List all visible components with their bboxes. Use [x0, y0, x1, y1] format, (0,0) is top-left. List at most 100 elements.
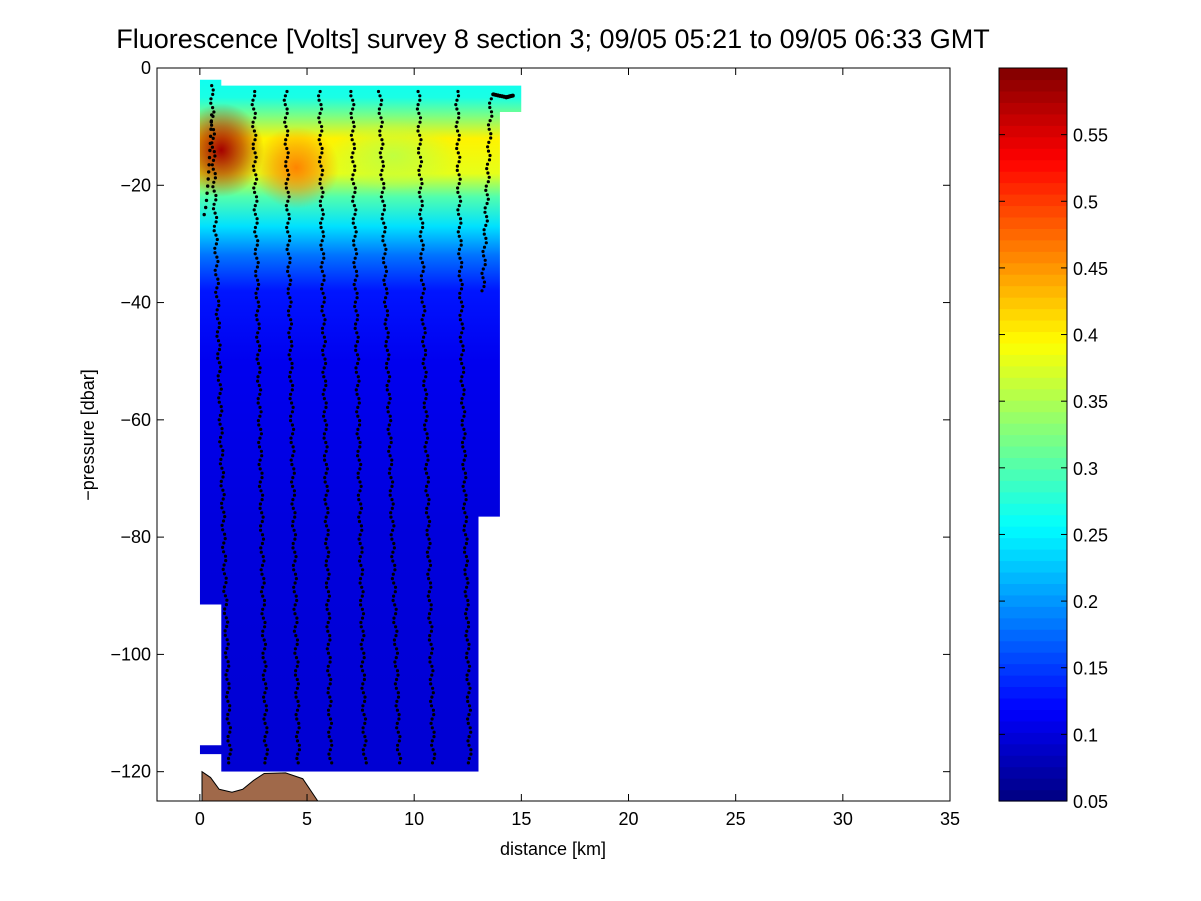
cast-point: [381, 212, 385, 216]
cast-point: [420, 239, 424, 243]
cast-point: [293, 537, 297, 541]
cast-point: [291, 454, 295, 458]
cast-point: [286, 309, 291, 313]
cast-point: [214, 198, 218, 202]
cast-point: [351, 173, 355, 177]
cast-point: [253, 204, 257, 208]
colorbar-step: [999, 68, 1067, 81]
cast-point: [358, 423, 362, 427]
cast-point: [254, 234, 258, 238]
cast-point: [459, 357, 463, 361]
cast-point: [377, 107, 381, 111]
cast-point: [323, 498, 327, 502]
cast-point: [322, 274, 326, 278]
cast-point: [291, 476, 295, 480]
cast-point: [430, 717, 434, 721]
cast-point: [257, 282, 261, 287]
cast-point: [418, 142, 422, 146]
cast-point: [217, 325, 221, 330]
cast-point: [379, 195, 383, 199]
cast-point: [460, 383, 465, 388]
cast-point: [384, 247, 388, 251]
cast-point: [288, 234, 292, 238]
cast-point: [318, 177, 322, 181]
cast-point: [461, 304, 465, 309]
cast-point: [256, 261, 260, 265]
cast-point: [260, 471, 264, 475]
cast-point: [359, 598, 363, 603]
cast-point: [362, 634, 366, 638]
cast-point: [219, 484, 223, 488]
cast-point: [218, 462, 222, 466]
cast-point: [260, 454, 264, 458]
cast-point: [416, 89, 420, 94]
colorbar-step: [999, 503, 1067, 516]
cast-point: [353, 186, 357, 190]
cast-point: [486, 149, 491, 153]
cast-point: [419, 186, 423, 190]
cast-point: [422, 335, 426, 339]
cast-point: [288, 348, 292, 352]
cast-point: [255, 357, 259, 361]
cast-point: [221, 453, 225, 457]
cast-point: [356, 493, 360, 497]
cast-point: [324, 493, 328, 497]
cast-point: [378, 129, 382, 133]
cast-point: [422, 344, 426, 348]
cast-point: [288, 304, 292, 309]
cast-point: [456, 208, 460, 212]
cast-point: [322, 234, 326, 238]
cast-point: [255, 287, 260, 291]
cast-point: [318, 133, 322, 137]
cast-point: [258, 436, 262, 440]
colorbar-step: [999, 423, 1067, 436]
cast-point: [324, 383, 328, 388]
cast-point: [258, 392, 262, 396]
cast-point: [225, 668, 229, 673]
cast-point: [259, 449, 263, 453]
cast-point: [382, 278, 386, 282]
cast-point: [260, 511, 264, 515]
cast-point: [382, 300, 387, 304]
cast-point: [213, 154, 217, 158]
cast-point: [293, 581, 297, 585]
cast-point: [210, 145, 214, 149]
cast-point: [354, 344, 358, 348]
cast-point: [328, 616, 332, 620]
cast-point: [352, 103, 356, 107]
cast-point: [381, 199, 385, 203]
cast-point: [391, 559, 395, 563]
cast-point: [221, 488, 225, 492]
cast-point: [325, 467, 329, 471]
cast-point: [258, 480, 262, 484]
cast-point: [425, 392, 429, 396]
cast-point: [465, 629, 469, 633]
cast-point: [417, 111, 421, 115]
cast-point: [391, 598, 395, 603]
cast-point: [424, 375, 428, 379]
cast-point: [429, 682, 433, 686]
cast-point: [397, 752, 401, 756]
cast-point: [260, 498, 264, 502]
cast-point: [464, 612, 468, 616]
cast-point: [292, 528, 296, 532]
cast-point: [427, 616, 431, 620]
cast-point: [256, 331, 260, 335]
cast-point: [457, 160, 461, 164]
cast-point: [261, 673, 265, 677]
cast-point: [359, 484, 363, 488]
cast-point: [395, 669, 400, 673]
cast-point: [429, 607, 433, 611]
y-tick-label: 0: [141, 58, 151, 78]
cast-point: [289, 379, 293, 383]
cast-point: [285, 168, 290, 172]
cast-point: [251, 98, 255, 102]
cast-point: [294, 634, 298, 638]
cast-point: [321, 230, 325, 234]
cast-point: [289, 278, 293, 282]
cast-point: [469, 748, 473, 752]
cast-point: [292, 449, 296, 453]
cast-point: [285, 225, 289, 230]
y-axis-label: −pressure [dbar]: [78, 369, 98, 501]
